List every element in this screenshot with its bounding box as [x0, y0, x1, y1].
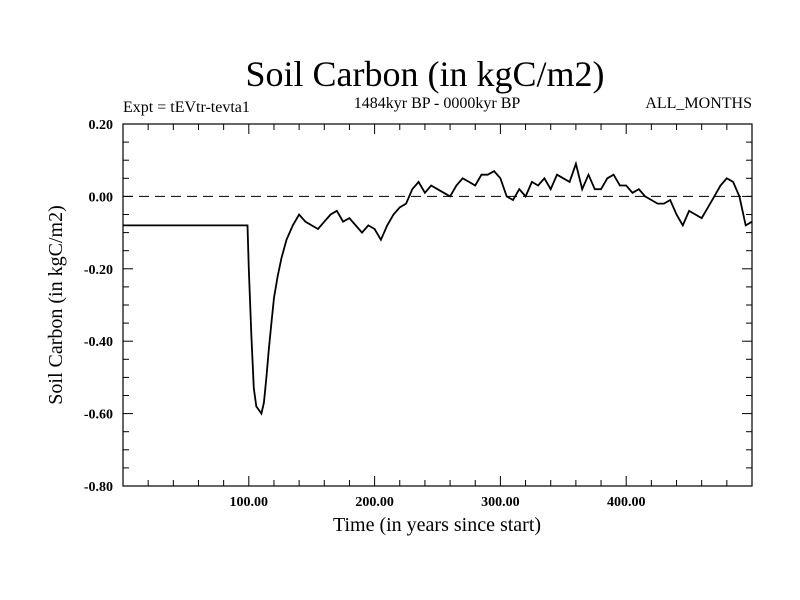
x-axis-label: Time (in years since start)	[333, 514, 541, 536]
chart-subtitle: 1484kyr BP - 0000kyr BP	[354, 95, 521, 112]
y-axis-label: Soil Carbon (in kgC/m2)	[45, 205, 67, 404]
x-tick-label: 300.00	[481, 495, 520, 510]
y-tick-label: -0.20	[84, 263, 113, 278]
x-tick-label: 400.00	[607, 495, 646, 510]
series-line-soil-carbon	[123, 160, 753, 416]
y-tick-label: -0.80	[84, 480, 113, 495]
ticks-group	[123, 124, 752, 486]
x-tick-label: 100.00	[230, 495, 269, 510]
months-label: ALL_MONTHS	[645, 95, 752, 112]
expt-label: Expt = tEVtr-tevta1	[123, 99, 250, 116]
y-tick-label: -0.60	[84, 408, 113, 423]
plot-frame	[122, 123, 753, 487]
y-tick-label: -0.40	[84, 335, 113, 350]
y-tick-label: 0.00	[89, 190, 114, 205]
y-tick-label: 0.20	[89, 118, 114, 133]
tick-labels-group: 100.00 200.00 300.00 400.00 0.20 0.00 -0.20 -0.…	[84, 118, 646, 510]
chart-title: Soil Carbon (in kgC/m2)	[246, 54, 605, 94]
x-tick-label: 200.00	[355, 495, 394, 510]
